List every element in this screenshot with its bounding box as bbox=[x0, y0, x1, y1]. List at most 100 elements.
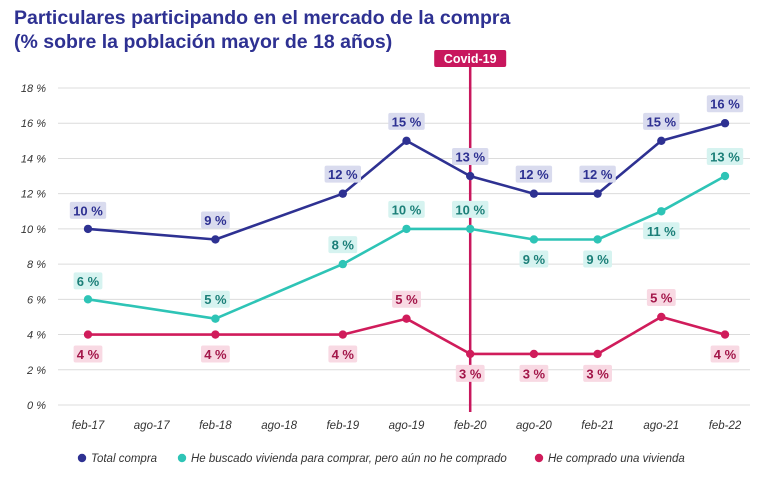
data-point-buscado bbox=[402, 224, 411, 234]
covid-label-box bbox=[434, 50, 507, 67]
x-tick-label: ago-18 bbox=[261, 420, 297, 432]
x-tick-label: ago-17 bbox=[134, 420, 170, 432]
y-tick-label: 14 % bbox=[21, 153, 46, 165]
data-point-total bbox=[466, 171, 475, 181]
data-label-bg-total bbox=[388, 112, 425, 130]
data-label-comprado: 4 % bbox=[714, 347, 737, 362]
data-label-buscado: 9 % bbox=[586, 252, 609, 267]
data-point-buscado bbox=[466, 224, 475, 234]
data-label-total: 12 % bbox=[328, 167, 358, 182]
data-point-comprado bbox=[211, 330, 220, 339]
y-tick-label: 16 % bbox=[21, 118, 46, 130]
data-label-bg-comprado bbox=[710, 345, 740, 363]
data-point-buscado bbox=[593, 235, 602, 244]
data-label-bg-buscado bbox=[643, 222, 680, 240]
data-label-buscado: 13 % bbox=[710, 150, 740, 165]
data-point-buscado bbox=[211, 314, 220, 323]
data-label-comprado: 5 % bbox=[650, 290, 673, 305]
data-label-buscado: 9 % bbox=[523, 252, 546, 267]
data-point-total bbox=[402, 136, 411, 146]
data-label-bg-total bbox=[579, 165, 616, 183]
legend-label-total: Total compra bbox=[91, 453, 157, 465]
data-point-comprado bbox=[529, 349, 539, 359]
data-label-total: 12 % bbox=[519, 167, 549, 182]
data-label-bg-buscado bbox=[73, 272, 103, 290]
data-label-bg-comprado bbox=[455, 364, 485, 382]
data-label-total: 16 % bbox=[710, 97, 740, 112]
legend-label-comprado: He comprado una vivienda bbox=[548, 453, 685, 465]
x-tick-label: feb-19 bbox=[326, 420, 359, 432]
data-label-bg-total bbox=[452, 148, 489, 166]
data-point-total bbox=[657, 136, 666, 146]
y-tick-label: 12 % bbox=[21, 189, 46, 201]
data-label-bg-total bbox=[201, 211, 230, 229]
y-tick-label: 4 % bbox=[27, 330, 46, 342]
data-label-comprado: 4 % bbox=[332, 347, 355, 362]
x-tick-label: feb-20 bbox=[454, 420, 487, 432]
data-label-comprado: 4 % bbox=[77, 347, 100, 362]
data-label-bg-buscado bbox=[201, 290, 230, 308]
data-point-comprado bbox=[402, 314, 411, 323]
data-label-comprado: 5 % bbox=[395, 292, 418, 307]
data-label-bg-comprado bbox=[73, 345, 103, 363]
title-line-2: (% sobre la población mayor de 18 años) bbox=[14, 31, 393, 53]
data-label-bg-buscado bbox=[583, 250, 612, 268]
y-tick-label: 8 % bbox=[27, 259, 46, 271]
y-tick-label: 0 % bbox=[27, 400, 46, 412]
data-point-comprado bbox=[593, 349, 602, 359]
data-label-bg-total bbox=[706, 95, 744, 113]
data-label-bg-buscado bbox=[328, 236, 358, 254]
x-tick-label: feb-18 bbox=[199, 420, 232, 432]
data-point-total bbox=[593, 189, 602, 198]
data-label-total: 12 % bbox=[583, 167, 613, 182]
data-point-total bbox=[529, 189, 539, 198]
data-label-comprado: 4 % bbox=[204, 347, 227, 362]
y-tick-label: 18 % bbox=[21, 83, 46, 95]
y-tick-label: 6 % bbox=[27, 294, 46, 306]
data-point-comprado bbox=[720, 330, 730, 339]
y-tick-label: 10 % bbox=[21, 224, 46, 236]
data-label-bg-comprado bbox=[201, 345, 230, 363]
data-label-comprado: 3 % bbox=[523, 366, 546, 381]
data-point-buscado bbox=[83, 295, 93, 304]
data-label-buscado: 5 % bbox=[204, 292, 227, 307]
data-point-total bbox=[338, 189, 347, 198]
data-label-bg-comprado bbox=[646, 288, 676, 306]
data-label-buscado: 10 % bbox=[455, 202, 485, 217]
covid-label: Covid-19 bbox=[444, 52, 497, 66]
x-tick-label: ago-20 bbox=[516, 420, 552, 432]
data-point-total bbox=[83, 224, 93, 234]
data-label-comprado: 3 % bbox=[586, 366, 609, 381]
data-point-comprado bbox=[83, 330, 93, 339]
legend-marker-buscado bbox=[177, 453, 187, 463]
legend-marker-total bbox=[77, 453, 87, 463]
data-point-comprado bbox=[657, 312, 666, 322]
data-label-bg-buscado bbox=[706, 148, 744, 166]
data-label-bg-total bbox=[69, 201, 107, 219]
data-point-total bbox=[211, 235, 220, 244]
data-label-total: 15 % bbox=[646, 114, 676, 129]
data-label-bg-total bbox=[515, 165, 553, 183]
data-label-bg-total bbox=[643, 112, 680, 130]
x-tick-label: ago-19 bbox=[389, 420, 425, 432]
data-label-bg-comprado bbox=[519, 364, 549, 382]
data-point-buscado bbox=[720, 171, 730, 181]
data-point-comprado bbox=[466, 349, 475, 359]
data-point-buscado bbox=[529, 235, 539, 244]
data-label-bg-total bbox=[324, 165, 361, 183]
data-label-total: 15 % bbox=[392, 114, 422, 129]
x-tick-label: ago-21 bbox=[643, 420, 679, 432]
data-label-total: 13 % bbox=[455, 150, 485, 165]
data-point-comprado bbox=[338, 330, 347, 339]
chart-title: Particulares participando en el mercado … bbox=[14, 6, 510, 54]
data-label-total: 9 % bbox=[204, 213, 227, 228]
data-label-buscado: 10 % bbox=[392, 202, 422, 217]
data-label-bg-comprado bbox=[328, 345, 358, 363]
data-label-bg-buscado bbox=[388, 200, 425, 218]
data-label-bg-comprado bbox=[583, 364, 612, 382]
x-tick-label: feb-17 bbox=[72, 420, 105, 432]
data-point-total bbox=[720, 119, 730, 128]
y-tick-label: 2 % bbox=[26, 365, 46, 377]
data-label-buscado: 6 % bbox=[77, 274, 100, 289]
data-label-buscado: 8 % bbox=[332, 238, 355, 253]
